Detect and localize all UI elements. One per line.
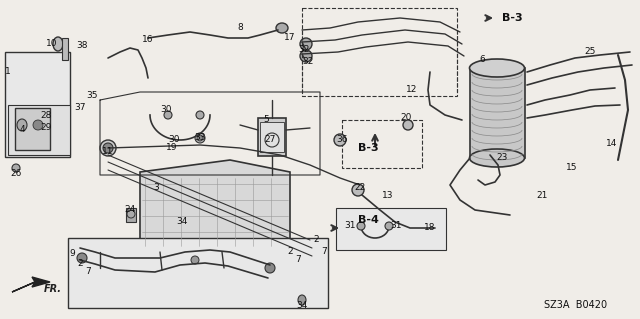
Text: 13: 13 — [382, 191, 394, 201]
Ellipse shape — [300, 38, 312, 50]
Ellipse shape — [470, 149, 525, 167]
Ellipse shape — [298, 295, 306, 305]
Text: 32: 32 — [302, 57, 314, 66]
Text: 2: 2 — [287, 248, 293, 256]
Text: SZ3A  B0420: SZ3A B0420 — [544, 300, 607, 310]
Text: 16: 16 — [142, 35, 154, 44]
Text: 6: 6 — [479, 56, 485, 64]
Text: 25: 25 — [584, 48, 596, 56]
Text: 5: 5 — [263, 115, 269, 124]
Text: 7: 7 — [321, 248, 327, 256]
Text: 22: 22 — [355, 183, 365, 192]
Ellipse shape — [470, 59, 525, 77]
Text: 4: 4 — [19, 125, 25, 135]
Text: 30: 30 — [160, 106, 172, 115]
Ellipse shape — [352, 184, 364, 196]
Ellipse shape — [100, 140, 116, 156]
Text: 32: 32 — [298, 46, 310, 55]
Ellipse shape — [334, 134, 346, 146]
Bar — [342, 120, 422, 168]
Text: 33: 33 — [195, 133, 205, 143]
Text: 30: 30 — [168, 136, 180, 145]
Text: 19: 19 — [166, 144, 178, 152]
Ellipse shape — [403, 120, 413, 130]
Circle shape — [357, 222, 365, 230]
Bar — [126, 208, 136, 222]
Text: 28: 28 — [40, 112, 52, 121]
Text: 31: 31 — [344, 221, 356, 231]
Text: 23: 23 — [496, 153, 508, 162]
Circle shape — [103, 143, 113, 153]
Text: 12: 12 — [406, 85, 418, 94]
Text: 17: 17 — [284, 33, 296, 42]
Text: 7: 7 — [85, 268, 91, 277]
Bar — [5, 52, 70, 157]
Text: 26: 26 — [10, 169, 22, 179]
Bar — [8, 105, 70, 155]
Circle shape — [265, 263, 275, 273]
Bar — [258, 118, 286, 156]
Bar — [15, 108, 50, 150]
Text: 29: 29 — [40, 123, 52, 132]
Text: 34: 34 — [296, 301, 308, 310]
Ellipse shape — [195, 133, 205, 143]
Text: 20: 20 — [400, 114, 412, 122]
Text: 37: 37 — [74, 103, 86, 113]
Ellipse shape — [12, 164, 20, 172]
Polygon shape — [12, 277, 50, 292]
Text: 1: 1 — [5, 68, 11, 77]
Text: B-3: B-3 — [502, 13, 523, 23]
Ellipse shape — [53, 37, 63, 51]
Bar — [336, 208, 446, 250]
Text: 18: 18 — [424, 224, 436, 233]
Ellipse shape — [196, 111, 204, 119]
Circle shape — [197, 135, 203, 141]
Ellipse shape — [276, 23, 288, 33]
Ellipse shape — [17, 119, 27, 131]
Text: 2: 2 — [313, 235, 319, 244]
Text: 15: 15 — [566, 164, 578, 173]
Text: B-3: B-3 — [358, 143, 379, 153]
Text: 10: 10 — [46, 40, 58, 48]
Text: 3: 3 — [153, 183, 159, 192]
Text: B-4: B-4 — [358, 215, 379, 225]
Text: 27: 27 — [264, 136, 276, 145]
Bar — [470, 68, 525, 158]
Bar — [260, 122, 284, 152]
Text: 31: 31 — [390, 221, 402, 231]
Circle shape — [33, 120, 43, 130]
Bar — [62, 38, 68, 60]
Text: 11: 11 — [102, 147, 114, 157]
Text: 2: 2 — [77, 258, 83, 268]
Text: 34: 34 — [176, 218, 188, 226]
Bar — [68, 238, 328, 308]
Circle shape — [191, 256, 199, 264]
Polygon shape — [140, 160, 290, 260]
Text: 36: 36 — [336, 136, 348, 145]
Text: 8: 8 — [237, 24, 243, 33]
Ellipse shape — [164, 111, 172, 119]
Text: 21: 21 — [536, 191, 548, 201]
Text: 38: 38 — [76, 41, 88, 50]
Text: 7: 7 — [295, 256, 301, 264]
Text: 9: 9 — [69, 249, 75, 258]
Bar — [302, 8, 457, 96]
Text: 35: 35 — [86, 92, 98, 100]
Text: 24: 24 — [124, 205, 136, 214]
Ellipse shape — [300, 50, 312, 62]
Circle shape — [77, 253, 87, 263]
Text: FR.: FR. — [44, 284, 62, 294]
Text: 14: 14 — [606, 139, 618, 149]
Circle shape — [385, 222, 393, 230]
